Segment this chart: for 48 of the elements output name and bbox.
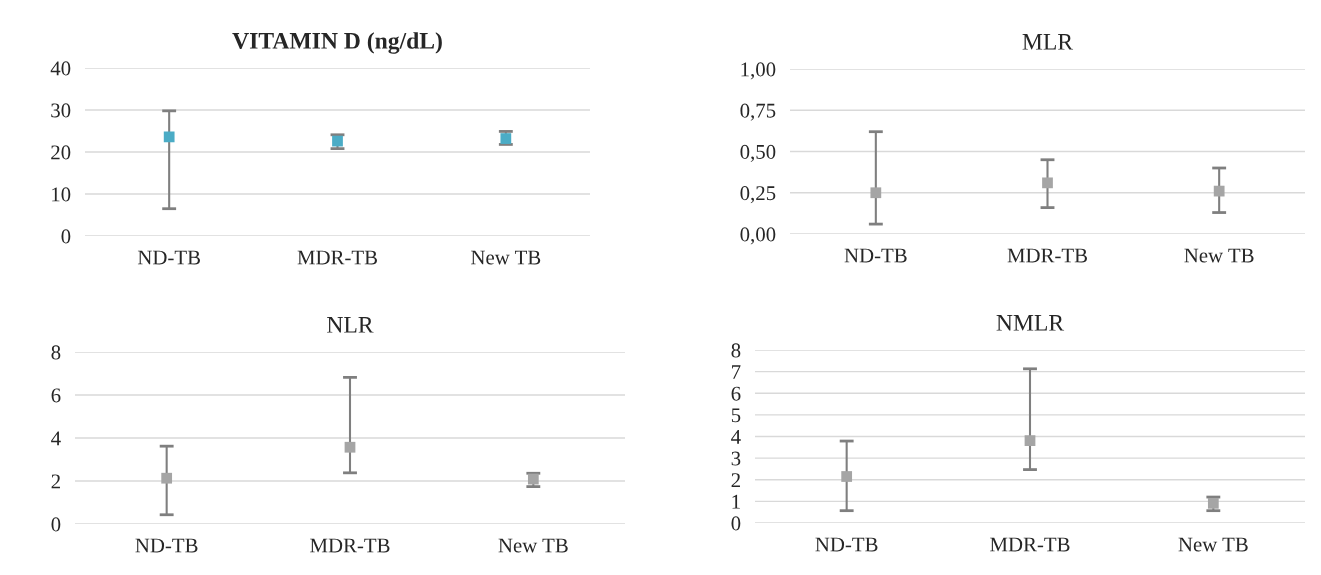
y-tick-label: 0 xyxy=(731,516,741,531)
y-tick-label: 7 xyxy=(732,365,741,379)
y-tick-label: 2 xyxy=(731,473,740,487)
y-tick-label: 6 xyxy=(731,386,741,401)
point xyxy=(1024,435,1036,446)
y-tick-label: 6 xyxy=(51,388,61,403)
y-tick-label: 8 xyxy=(731,343,741,358)
x-tick-label: ND-TB xyxy=(844,248,907,263)
y-tick-label: 10 xyxy=(52,187,71,202)
chart-title: VITAMIN D (ng/dL) xyxy=(232,32,442,54)
y-tick-label: 20 xyxy=(51,145,71,160)
y-tick-label: 1,00 xyxy=(741,62,776,80)
x-tick-label: New TB xyxy=(471,250,541,265)
point xyxy=(161,472,173,484)
y-tick-label: 3 xyxy=(731,451,741,466)
y-tick-label: 4 xyxy=(51,431,61,446)
x-tick-label: MDR-TB xyxy=(297,250,377,265)
point xyxy=(344,441,356,453)
y-tick-label: 0,50 xyxy=(740,144,776,162)
x-tick-label: MDR-TB xyxy=(990,537,1070,552)
chart-title: MLR xyxy=(1022,34,1074,50)
y-tick-label: 8 xyxy=(51,345,61,360)
x-tick-label: ND-TB xyxy=(815,537,878,552)
y-tick-label: 4 xyxy=(731,430,741,444)
x-tick-label: New TB xyxy=(498,538,568,553)
x-tick-label: New TB xyxy=(1184,248,1254,263)
y-tick-label: 5 xyxy=(731,408,741,423)
point xyxy=(841,471,853,482)
y-tick-label: 1 xyxy=(732,494,740,509)
y-tick-label: 30 xyxy=(51,103,71,118)
x-tick-label: ND-TB xyxy=(137,250,200,265)
x-tick-label: ND-TB xyxy=(135,538,198,553)
chart-title: NLR xyxy=(327,317,374,333)
chart-title: NMLR xyxy=(996,315,1065,331)
point xyxy=(1207,497,1219,509)
x-tick-label: New TB xyxy=(1178,537,1248,552)
y-tick-label: 40 xyxy=(50,61,71,76)
point xyxy=(1213,185,1225,197)
y-tick-label: 0 xyxy=(61,229,71,244)
point xyxy=(870,187,882,199)
x-tick-label: MDR-TB xyxy=(1007,248,1087,263)
y-tick-label: 0,25 xyxy=(740,186,776,204)
y-tick-label: 2 xyxy=(51,474,60,489)
x-tick-label: MDR-TB xyxy=(310,538,390,553)
point xyxy=(1042,177,1053,189)
y-tick-label: 0,75 xyxy=(740,103,776,121)
y-tick-label: 0 xyxy=(51,517,61,532)
y-tick-label: 0,00 xyxy=(740,227,776,245)
